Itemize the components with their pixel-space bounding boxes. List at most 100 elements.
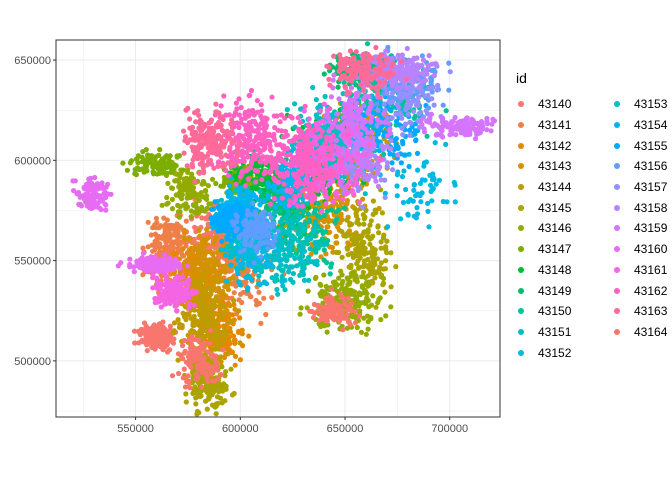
data-point bbox=[388, 250, 394, 256]
data-point bbox=[315, 201, 321, 207]
data-point bbox=[245, 285, 251, 291]
data-point bbox=[321, 241, 327, 247]
data-point bbox=[361, 229, 367, 235]
data-point bbox=[357, 308, 363, 314]
data-point bbox=[307, 246, 313, 252]
data-point bbox=[139, 154, 145, 160]
data-point bbox=[196, 254, 202, 260]
data-point bbox=[203, 398, 209, 404]
data-point bbox=[218, 183, 224, 189]
data-point bbox=[159, 331, 165, 337]
data-point bbox=[171, 250, 177, 257]
data-point bbox=[191, 260, 197, 266]
data-point bbox=[418, 199, 424, 205]
data-point bbox=[234, 257, 241, 263]
data-point bbox=[199, 204, 205, 210]
data-point bbox=[209, 402, 216, 408]
data-point bbox=[188, 329, 194, 335]
data-point bbox=[145, 219, 151, 225]
data-point bbox=[192, 224, 198, 230]
data-point bbox=[156, 321, 163, 327]
data-point bbox=[144, 158, 150, 164]
data-point bbox=[333, 282, 340, 288]
data-point bbox=[197, 302, 203, 309]
data-point bbox=[186, 236, 192, 242]
data-point bbox=[430, 171, 436, 177]
data-point bbox=[209, 310, 215, 316]
data-point bbox=[177, 174, 183, 181]
data-point bbox=[162, 337, 168, 344]
data-point bbox=[221, 309, 228, 315]
data-point bbox=[223, 369, 229, 375]
data-point bbox=[170, 330, 177, 336]
data-point bbox=[168, 168, 174, 175]
data-point bbox=[250, 255, 256, 261]
data-point bbox=[175, 357, 181, 363]
data-point bbox=[398, 216, 404, 222]
data-point bbox=[196, 227, 202, 233]
data-point bbox=[346, 281, 352, 287]
data-point bbox=[318, 254, 324, 260]
data-point bbox=[157, 147, 163, 153]
data-point bbox=[193, 268, 199, 274]
data-point bbox=[376, 296, 382, 303]
data-point bbox=[290, 221, 296, 227]
data-point bbox=[211, 304, 217, 311]
data-point bbox=[208, 334, 214, 341]
data-point bbox=[246, 333, 252, 339]
data-point bbox=[183, 218, 189, 224]
data-point bbox=[375, 223, 381, 229]
data-point bbox=[243, 279, 249, 285]
data-point bbox=[360, 212, 366, 218]
data-point bbox=[401, 168, 407, 174]
data-point bbox=[284, 246, 290, 252]
data-point bbox=[255, 300, 261, 306]
data-point bbox=[301, 248, 308, 254]
data-point bbox=[425, 208, 431, 214]
data-point bbox=[311, 210, 318, 216]
data-point bbox=[363, 207, 369, 213]
data-point bbox=[245, 268, 251, 274]
data-point bbox=[213, 296, 219, 302]
data-point bbox=[179, 184, 185, 190]
data-point bbox=[205, 303, 211, 309]
data-point bbox=[258, 320, 264, 326]
data-point bbox=[239, 299, 245, 306]
data-point bbox=[141, 338, 147, 345]
data-point bbox=[148, 232, 154, 238]
data-point bbox=[223, 293, 229, 299]
data-point bbox=[235, 271, 241, 277]
data-point bbox=[232, 353, 239, 359]
data-point bbox=[321, 71, 327, 77]
data-point bbox=[361, 251, 367, 257]
data-point bbox=[228, 262, 234, 268]
data-point bbox=[355, 217, 361, 223]
data-point bbox=[232, 362, 238, 368]
data-point bbox=[163, 240, 169, 246]
data-point bbox=[236, 279, 242, 285]
data-point bbox=[298, 305, 304, 311]
data-point bbox=[152, 158, 158, 164]
data-point bbox=[209, 176, 216, 182]
data-point bbox=[213, 244, 219, 250]
data-point bbox=[178, 224, 184, 230]
data-point bbox=[140, 245, 146, 251]
data-point bbox=[205, 183, 211, 189]
data-point bbox=[333, 240, 339, 246]
data-point bbox=[223, 383, 229, 389]
data-point bbox=[360, 196, 366, 202]
data-point bbox=[197, 297, 203, 303]
data-point bbox=[415, 167, 421, 173]
data-point bbox=[264, 263, 271, 269]
data-point bbox=[274, 248, 280, 254]
data-point bbox=[367, 241, 373, 247]
data-point bbox=[225, 193, 231, 199]
data-point bbox=[348, 250, 355, 256]
data-point bbox=[152, 231, 158, 237]
data-point bbox=[378, 245, 384, 251]
data-point bbox=[274, 286, 280, 293]
data-point bbox=[166, 328, 172, 334]
data-point bbox=[236, 308, 242, 314]
data-point bbox=[180, 167, 186, 173]
